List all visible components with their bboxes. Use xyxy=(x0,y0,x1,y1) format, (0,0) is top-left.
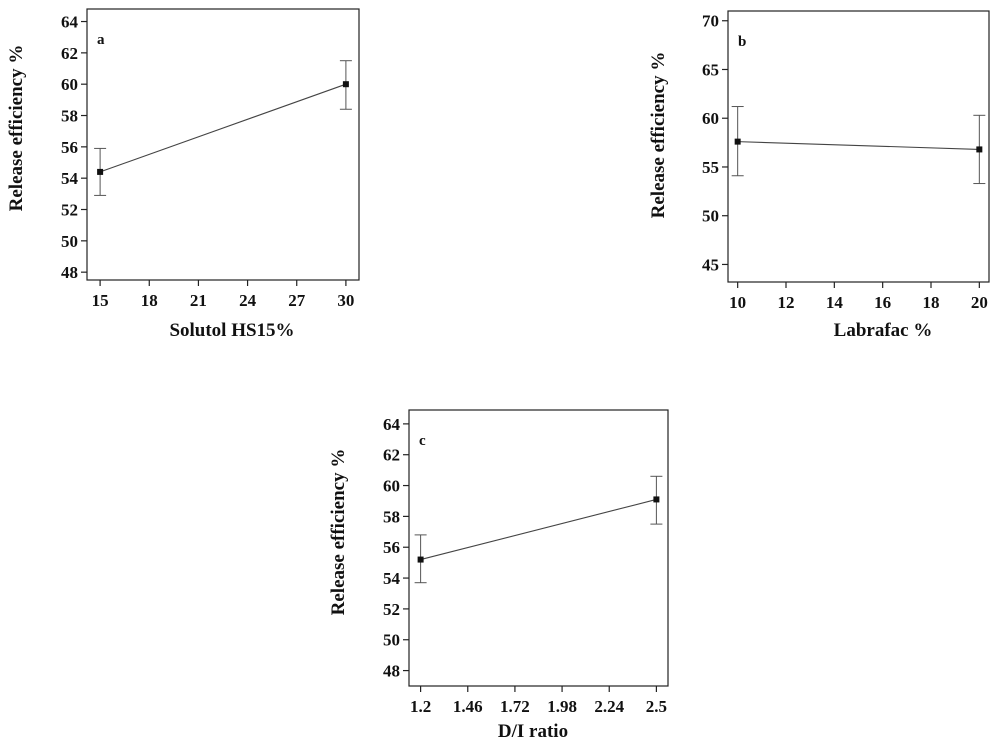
y-axis-title: Release efficiency % xyxy=(6,45,27,212)
y-tick-label: 62 xyxy=(61,44,78,63)
y-tick-label: 70 xyxy=(702,12,719,31)
y-tick-label: 48 xyxy=(61,263,78,282)
x-tick-label: 1.98 xyxy=(547,697,577,716)
x-tick-label: 18 xyxy=(923,293,940,312)
x-tick-label: 1.46 xyxy=(453,697,483,716)
y-tick-label: 52 xyxy=(383,600,400,619)
y-tick-label: 60 xyxy=(61,75,78,94)
x-tick-label: 18 xyxy=(141,291,158,310)
x-tick-label: 10 xyxy=(729,293,746,312)
y-axis-title: Release efficiency % xyxy=(328,449,349,616)
y-tick-label: 54 xyxy=(383,569,401,588)
x-tick-label: 30 xyxy=(337,291,354,310)
y-tick-label: 56 xyxy=(61,138,78,157)
x-tick-label: 2.24 xyxy=(594,697,624,716)
y-tick-label: 50 xyxy=(702,207,719,226)
y-tick-label: 52 xyxy=(61,201,78,220)
y-tick-label: 60 xyxy=(702,109,719,128)
x-tick-label: 2.5 xyxy=(646,697,667,716)
x-axis-title: D/I ratio xyxy=(498,721,568,742)
x-tick-label: 20 xyxy=(971,293,988,312)
panel-c: 48 50 52 54 56 58 60 62 64 1.2 1.46 1.72 1.98 2.24 2.5… xyxy=(328,409,669,742)
data-point xyxy=(653,496,660,503)
series-line xyxy=(737,141,980,150)
panel-letter: a xyxy=(97,32,105,48)
panel-a: 48 50 52 54 56 58 60 62 64 15 18 21 24 27 30 a Solutol H… xyxy=(6,8,360,341)
series-line xyxy=(99,83,347,173)
y-tick-label: 45 xyxy=(702,255,719,274)
data-point xyxy=(976,146,983,153)
y-tick-label: 58 xyxy=(383,507,400,526)
y-tick-label: 58 xyxy=(61,107,78,126)
x-tick-label: 15 xyxy=(92,291,109,310)
y-tick-label: 60 xyxy=(383,477,400,496)
plot-frame xyxy=(86,8,360,281)
x-tick-label: 1.72 xyxy=(500,697,530,716)
y-tick-label: 65 xyxy=(702,60,719,79)
y-tick-label: 48 xyxy=(383,662,400,681)
y-tick-label: 64 xyxy=(383,415,401,434)
panel-letter: c xyxy=(419,433,426,449)
data-point xyxy=(97,168,104,175)
data-point xyxy=(417,556,424,563)
x-tick-label: 24 xyxy=(239,291,257,310)
y-tick-label: 50 xyxy=(383,631,400,650)
data-point xyxy=(342,81,349,88)
y-tick-label: 55 xyxy=(702,158,719,177)
y-tick-label: 56 xyxy=(383,538,400,557)
x-tick-label: 14 xyxy=(826,293,844,312)
plot-frame xyxy=(408,409,669,687)
x-tick-label: 21 xyxy=(190,291,207,310)
y-axis-title: Release efficiency % xyxy=(648,52,669,219)
x-axis-title: Solutol HS15% xyxy=(169,320,294,341)
x-tick-label: 1.2 xyxy=(410,697,431,716)
x-tick-label: 12 xyxy=(778,293,795,312)
x-tick-label: 16 xyxy=(874,293,891,312)
panel-letter: b xyxy=(738,34,746,50)
y-tick-label: 64 xyxy=(61,13,79,32)
y-tick-label: 62 xyxy=(383,446,400,465)
x-tick-label: 27 xyxy=(288,291,306,310)
y-tick-label: 50 xyxy=(61,232,78,251)
plot-frame xyxy=(727,10,990,283)
x-axis-title: Labrafac % xyxy=(834,320,933,341)
panel-b: 45 50 55 60 65 70 10 12 14 16 18 20 b Labrafac % Relea… xyxy=(648,10,990,341)
data-point xyxy=(734,138,741,145)
y-tick-label: 54 xyxy=(61,169,79,188)
series-line xyxy=(420,498,657,561)
